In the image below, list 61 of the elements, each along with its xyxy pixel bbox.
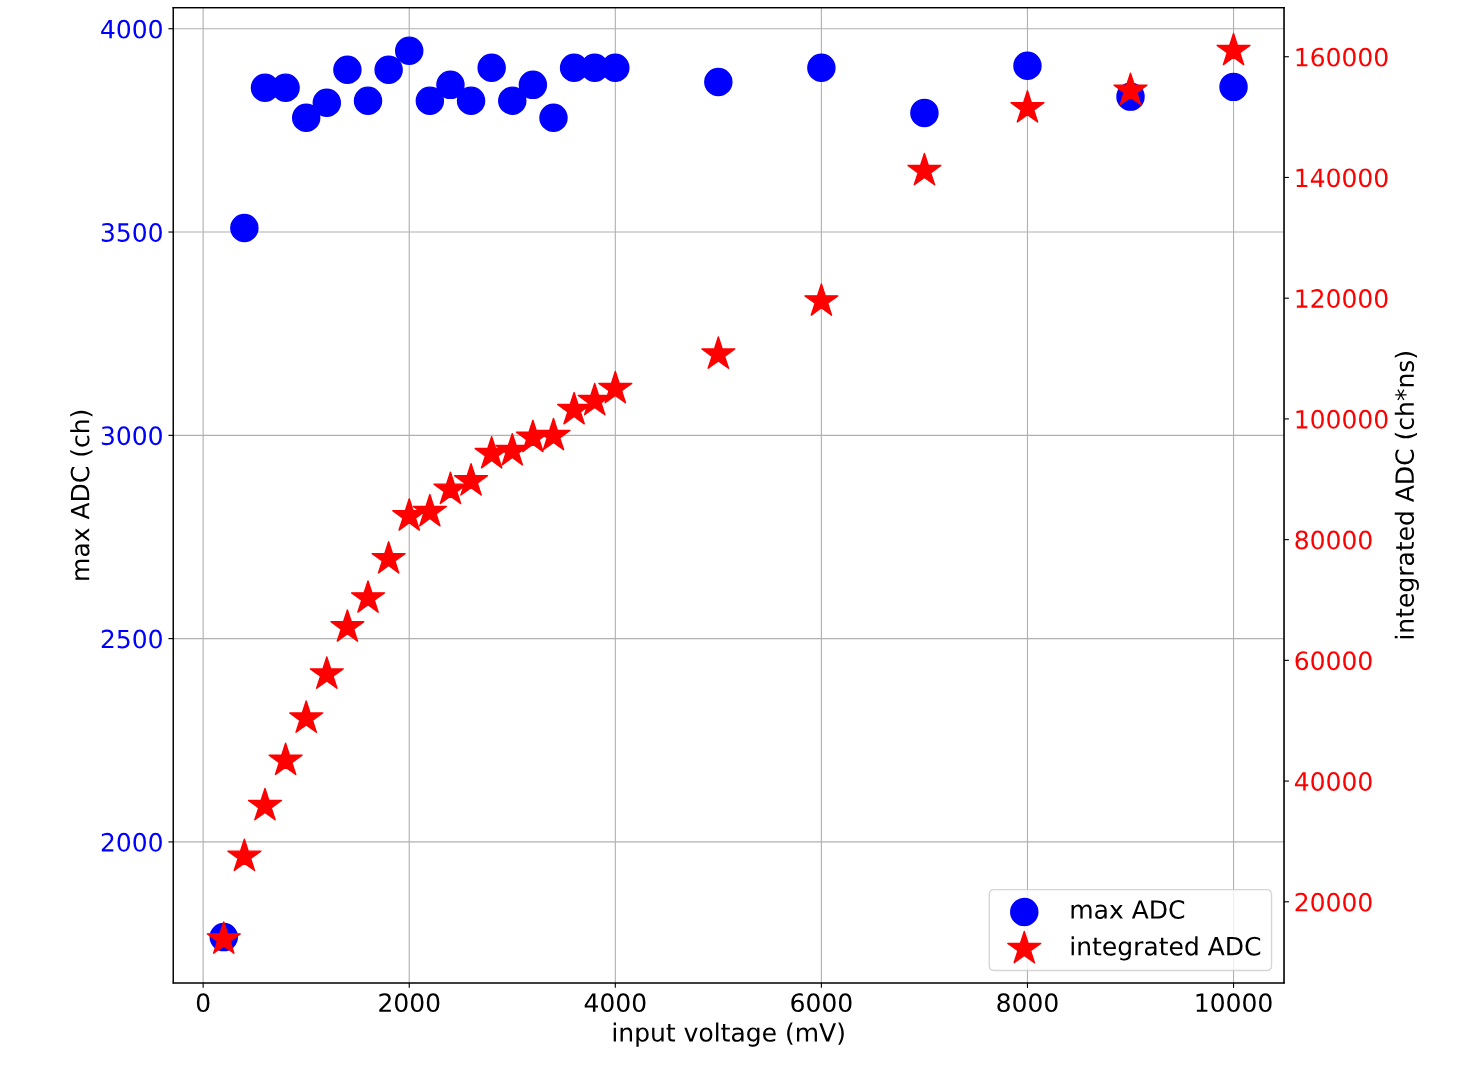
- point: [247, 787, 283, 821]
- point: [333, 55, 362, 85]
- y2-tick-label: 60000: [1295, 651, 1372, 671]
- point: [456, 86, 486, 115]
- point: [1219, 72, 1248, 102]
- y2-tick-label: 120000: [1296, 289, 1388, 309]
- y2-tick-label: 160000: [1296, 47, 1388, 67]
- y2-tick-label: 100000: [1296, 409, 1388, 429]
- legend-label: max ADC: [1071, 900, 1185, 919]
- point: [268, 742, 303, 776]
- x-tick-label: 6000: [791, 993, 852, 1013]
- point: [1010, 90, 1045, 123]
- point: [415, 86, 445, 115]
- point: [1113, 72, 1148, 106]
- point: [498, 86, 527, 115]
- point: [907, 152, 942, 186]
- point: [704, 67, 733, 97]
- point: [910, 98, 939, 128]
- point: [374, 55, 403, 85]
- point: [539, 103, 568, 133]
- x-tick-label: 4000: [584, 993, 646, 1013]
- point: [518, 70, 548, 100]
- y2-tick-label: 20000: [1295, 892, 1372, 912]
- x-tick-label: 8000: [997, 993, 1058, 1013]
- point: [230, 213, 259, 243]
- y-tick-label: 4000: [101, 19, 162, 39]
- point: [371, 540, 406, 574]
- y-axis-title: max ADC (ch): [70, 410, 93, 580]
- point: [453, 463, 489, 496]
- y2-tick-label: 40000: [1294, 772, 1372, 791]
- point: [312, 88, 342, 117]
- point: [804, 283, 839, 316]
- point: [436, 70, 465, 100]
- point: [536, 417, 571, 451]
- point: [598, 370, 633, 404]
- y2-tick-label: 140000: [1296, 168, 1388, 188]
- y2-tick-label: 80000: [1295, 530, 1372, 550]
- x-tick-label: 2000: [379, 993, 440, 1013]
- point: [412, 493, 447, 527]
- x-axis-title: input voltage (mV): [613, 1022, 844, 1047]
- legend-label: integrated ADC: [1071, 936, 1261, 961]
- point: [701, 336, 736, 369]
- y-tick-label: 3500: [101, 222, 162, 242]
- point: [807, 53, 836, 83]
- point: [330, 609, 365, 642]
- point: [395, 36, 424, 65]
- point: [350, 580, 386, 613]
- point: [1216, 32, 1251, 66]
- y-tick-label: 2500: [101, 629, 162, 649]
- x-tick-label: 10000: [1196, 993, 1272, 1013]
- y-tick-label: 2000: [101, 832, 162, 852]
- y2-axis-title: integrated ADC (ch*ns): [1394, 352, 1419, 639]
- point: [289, 700, 324, 733]
- x-tick-label: 0: [196, 993, 210, 1013]
- point: [1013, 51, 1042, 80]
- point: [291, 103, 321, 133]
- y-tick-label: 3000: [101, 426, 162, 446]
- point: [353, 86, 383, 115]
- point: [309, 656, 344, 689]
- point: [227, 838, 262, 872]
- point: [477, 53, 506, 83]
